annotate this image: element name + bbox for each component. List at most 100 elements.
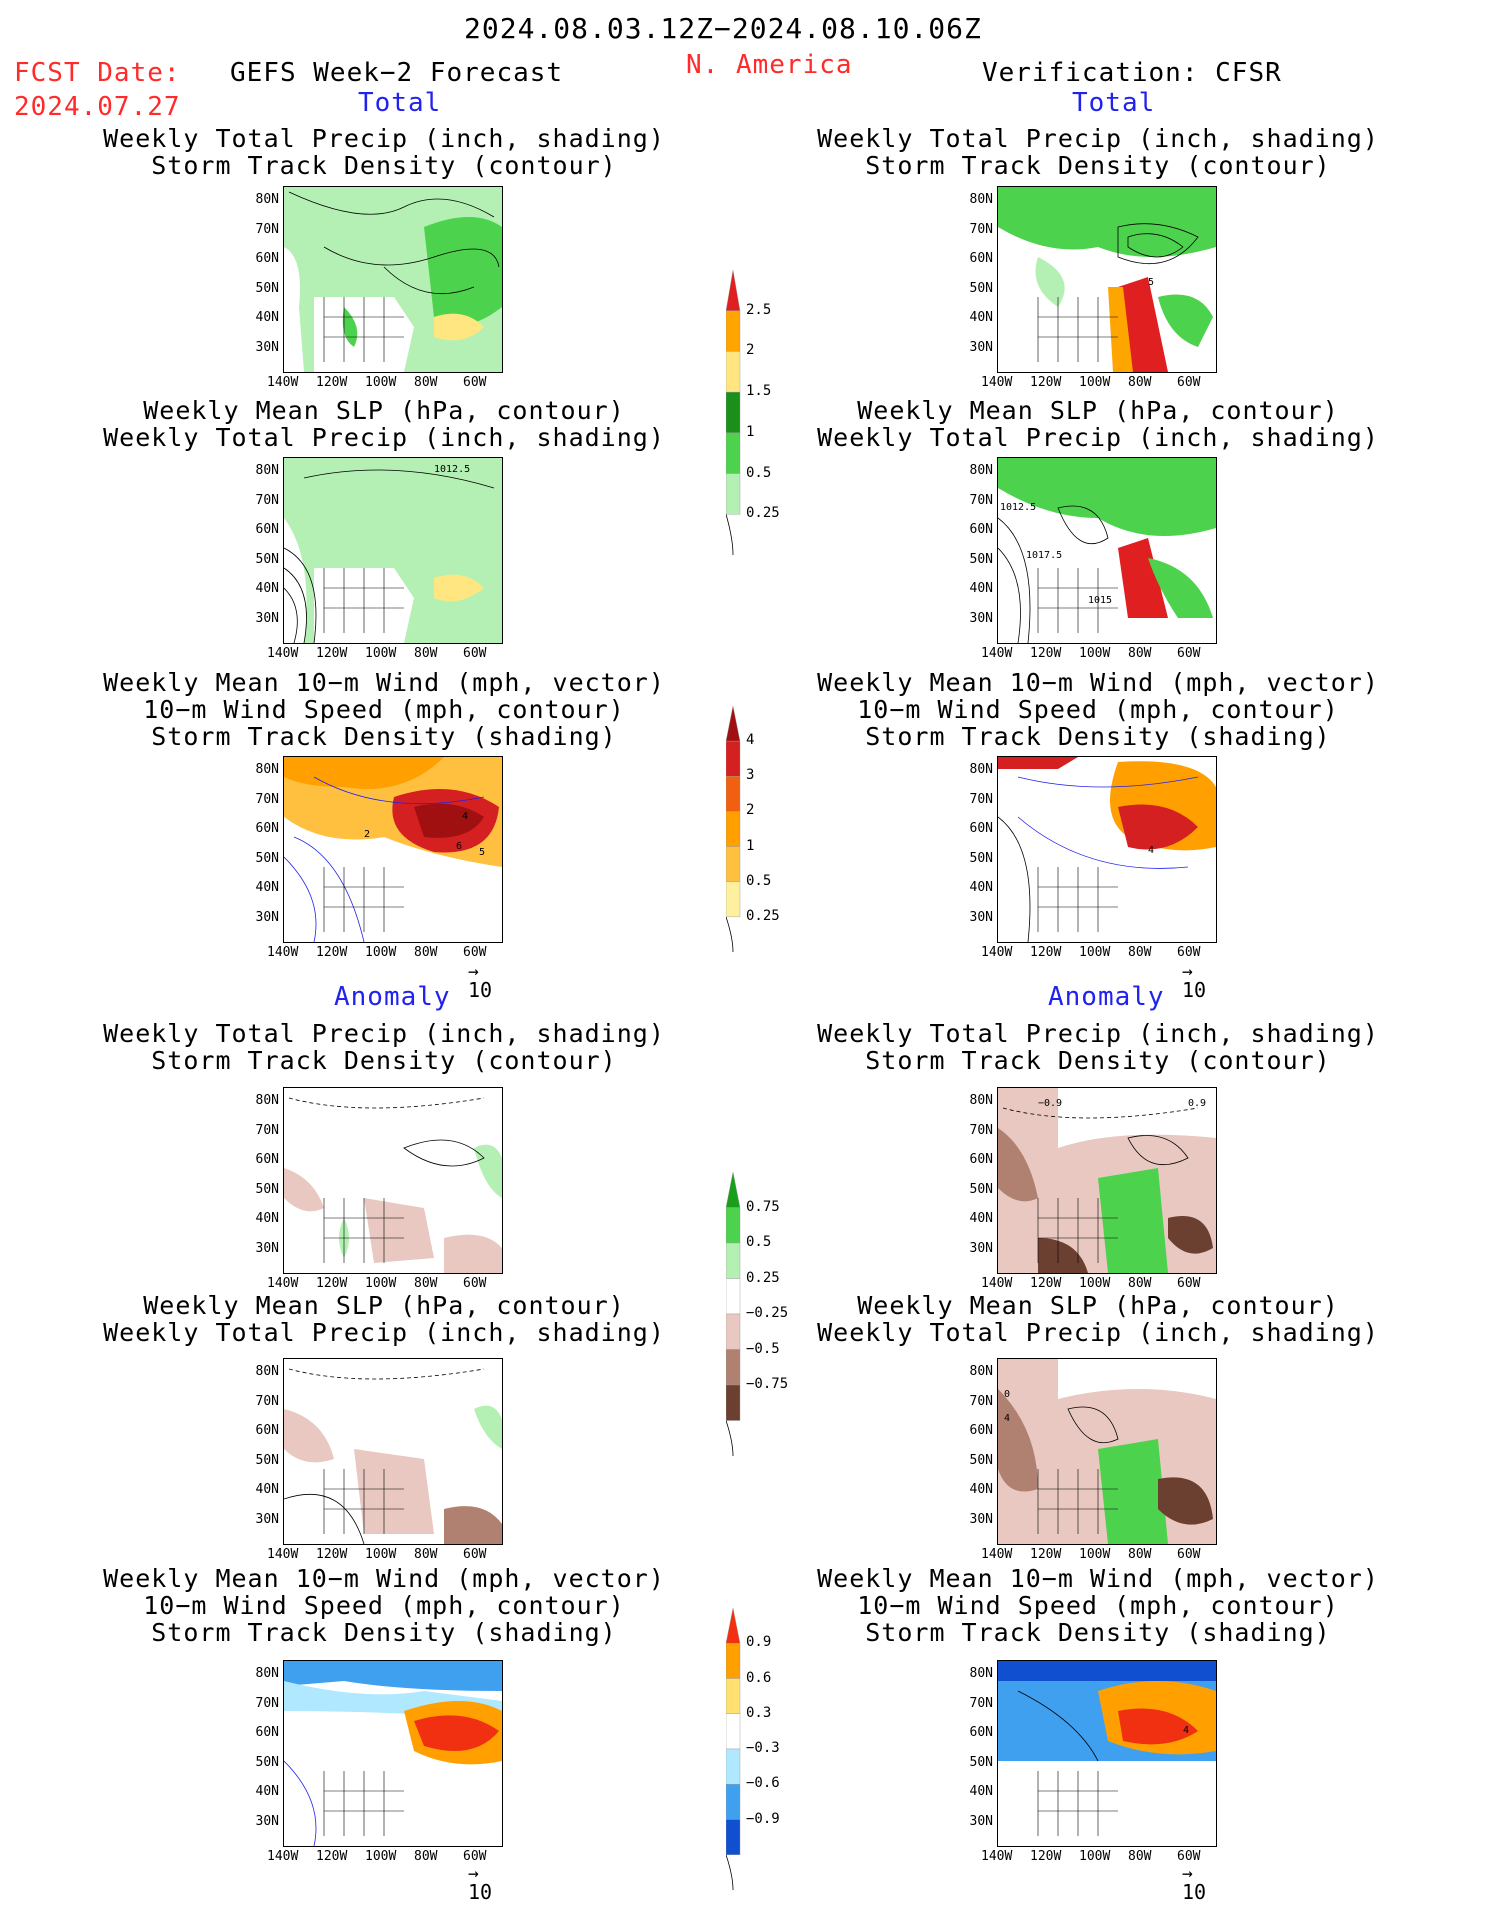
lat-tick-label: 30N [969, 1813, 993, 1829]
lon-tick-label: 140W [267, 646, 299, 661]
lat-tick-label: 50N [255, 1452, 279, 1468]
contour-label: 2 [364, 829, 370, 840]
lon-tick-label: 120W [1030, 1849, 1062, 1864]
lat-tick-label: 30N [969, 339, 993, 355]
contour-label: 1015 [1088, 595, 1112, 606]
title-fcst-anom-slp-precip: Weekly Mean SLP (hPa, contour) Weekly To… [74, 1292, 694, 1346]
lat-tick-label: 80N [969, 1364, 993, 1379]
lon-tick-label: 60W [463, 375, 487, 390]
map-fcst-anom-precip-storm [283, 1087, 503, 1274]
title-obs-anom-slp-precip: Weekly Mean SLP (hPa, contour) Weekly To… [788, 1292, 1408, 1346]
colorbar-tick-label: −0.5 [746, 1340, 780, 1357]
colorbar-tick-label: 0.5 [746, 464, 772, 481]
lat-tick-label: 80N [969, 762, 993, 777]
title-line: Weekly Mean 10−m Wind (mph, vector) [817, 668, 1379, 697]
lat-tick-label: 30N [255, 1813, 279, 1829]
lat-tick-label: 30N [969, 1240, 993, 1256]
colorbar-precip-total: 2.5 2 1.5 1 0.5 0.25 [725, 269, 780, 561]
title-obs-anom-precip-storm: Weekly Total Precip (inch, shading) Stor… [788, 1020, 1408, 1074]
lat-tick-label: 50N [969, 1452, 993, 1468]
lon-tick-label: 100W [1079, 375, 1111, 390]
colorbar-tick-label: 1 [746, 837, 755, 854]
lon-tick-label: 140W [267, 1849, 299, 1864]
lon-tick-label: 80W [414, 375, 438, 390]
title-line: Storm Track Density (contour) [865, 151, 1331, 180]
map-obs-slp-precip: 1012.5 1017.5 1015 [997, 457, 1217, 644]
lat-tick-label: 70N [969, 221, 993, 237]
colorbar-svg [725, 1607, 741, 1891]
fcst-date-value: 2024.07.27 [14, 92, 181, 122]
lat-tick-label: 50N [255, 551, 279, 567]
colorbar-segment [725, 1607, 741, 1644]
lon-tick-label: 60W [1177, 1276, 1201, 1291]
map-obs-anom-precip-storm: −0.9 0.9 [997, 1087, 1217, 1274]
lon-tick-label: 120W [316, 1547, 348, 1562]
lat-tick-label: 50N [969, 1181, 993, 1197]
colorbar-segment [725, 1349, 741, 1386]
title-line: Weekly Total Precip (inch, shading) [103, 1318, 665, 1347]
title-line: Weekly Total Precip (inch, shading) [817, 423, 1379, 452]
colorbar-tick-label: 1.5 [746, 383, 772, 400]
lat-tick-label: 80N [255, 1364, 279, 1379]
lon-tick-label: 140W [981, 646, 1013, 661]
map-obs-anom-slp-precip: 0 4 [997, 1358, 1217, 1545]
title-line: Weekly Total Precip (inch, shading) [817, 1318, 1379, 1347]
colorbar-tick-label: 0.5 [746, 1234, 772, 1250]
colorbar-segment [725, 432, 741, 474]
lon-tick-label: 80W [1128, 375, 1152, 390]
lat-tick-label: 80N [969, 1093, 993, 1108]
lat-tick-label: 40N [969, 880, 993, 895]
lon-tick-label: 140W [981, 1276, 1013, 1291]
lat-tick-label: 50N [969, 551, 993, 567]
map-fcst-anom-wind-storm [283, 1660, 503, 1847]
colorbar-tick-label: −0.25 [746, 1305, 789, 1321]
title-line: Storm Track Density (shading) [151, 1618, 617, 1647]
lon-tick-label: 60W [1177, 1547, 1201, 1562]
colorbar-tick-label: 0.25 [746, 907, 780, 924]
map-fcst-slp-precip: 1012.5 [283, 457, 503, 644]
title-fcst-precip-storm: Weekly Total Precip (inch, shading) Stor… [74, 125, 694, 179]
lat-tick-label: 40N [969, 1211, 993, 1226]
title-line: Weekly Mean 10−m Wind (mph, vector) [103, 1564, 665, 1593]
lon-tick-label: 140W [981, 1849, 1013, 1864]
contour-label: 5 [479, 847, 485, 858]
lat-tick-label: 40N [255, 880, 279, 895]
lon-tick-label: 140W [981, 1547, 1013, 1562]
lon-tick-label: 60W [1177, 945, 1201, 960]
colorbar-tick-label: 0.25 [746, 1269, 780, 1286]
forecast-title: GEFS Week−2 Forecast [230, 58, 564, 88]
lat-tick-label: 70N [255, 221, 279, 237]
lon-tick-label: 60W [463, 646, 487, 661]
title-line: Weekly Mean SLP (hPa, contour) [857, 396, 1339, 425]
title-obs-precip-storm: Weekly Total Precip (inch, shading) Stor… [788, 125, 1408, 179]
title-line: Weekly Mean SLP (hPa, contour) [143, 396, 625, 425]
colorbar-segment [725, 1819, 741, 1855]
lon-tick-label: 80W [1128, 945, 1152, 960]
lon-tick-label: 100W [365, 1849, 397, 1864]
colorbar-segment [725, 269, 741, 311]
lat-tick-label: 70N [255, 1695, 279, 1711]
lat-tick-label: 60N [255, 1423, 279, 1438]
lon-tick-label: 140W [267, 375, 299, 390]
colorbar-tail [725, 916, 734, 953]
colorbar-svg [725, 269, 741, 556]
vector-reference-label: 10 [1182, 1880, 1207, 1904]
lat-tick-label: 30N [255, 1240, 279, 1256]
lat-tick-label: 40N [255, 1784, 279, 1799]
colorbar-segment [725, 1242, 741, 1279]
lon-tick-label: 100W [1079, 1849, 1111, 1864]
lat-tick-label: 80N [255, 463, 279, 478]
title-line: Weekly Total Precip (inch, shading) [817, 124, 1379, 153]
colorbar-segment [725, 811, 741, 847]
lat-tick-label: 70N [255, 492, 279, 508]
lat-tick-label: 50N [255, 280, 279, 296]
lat-tick-label: 40N [969, 310, 993, 325]
vector-reference-label: 10 [1182, 978, 1207, 1002]
map-obs-precip-storm: 5 [997, 186, 1217, 373]
title-line: Storm Track Density (shading) [151, 722, 617, 751]
title-line: Storm Track Density (contour) [151, 151, 617, 180]
colorbar-tail [725, 1854, 734, 1891]
lon-tick-label: 120W [316, 646, 348, 661]
lon-tick-label: 100W [1079, 945, 1111, 960]
lat-tick-label: 80N [969, 192, 993, 207]
